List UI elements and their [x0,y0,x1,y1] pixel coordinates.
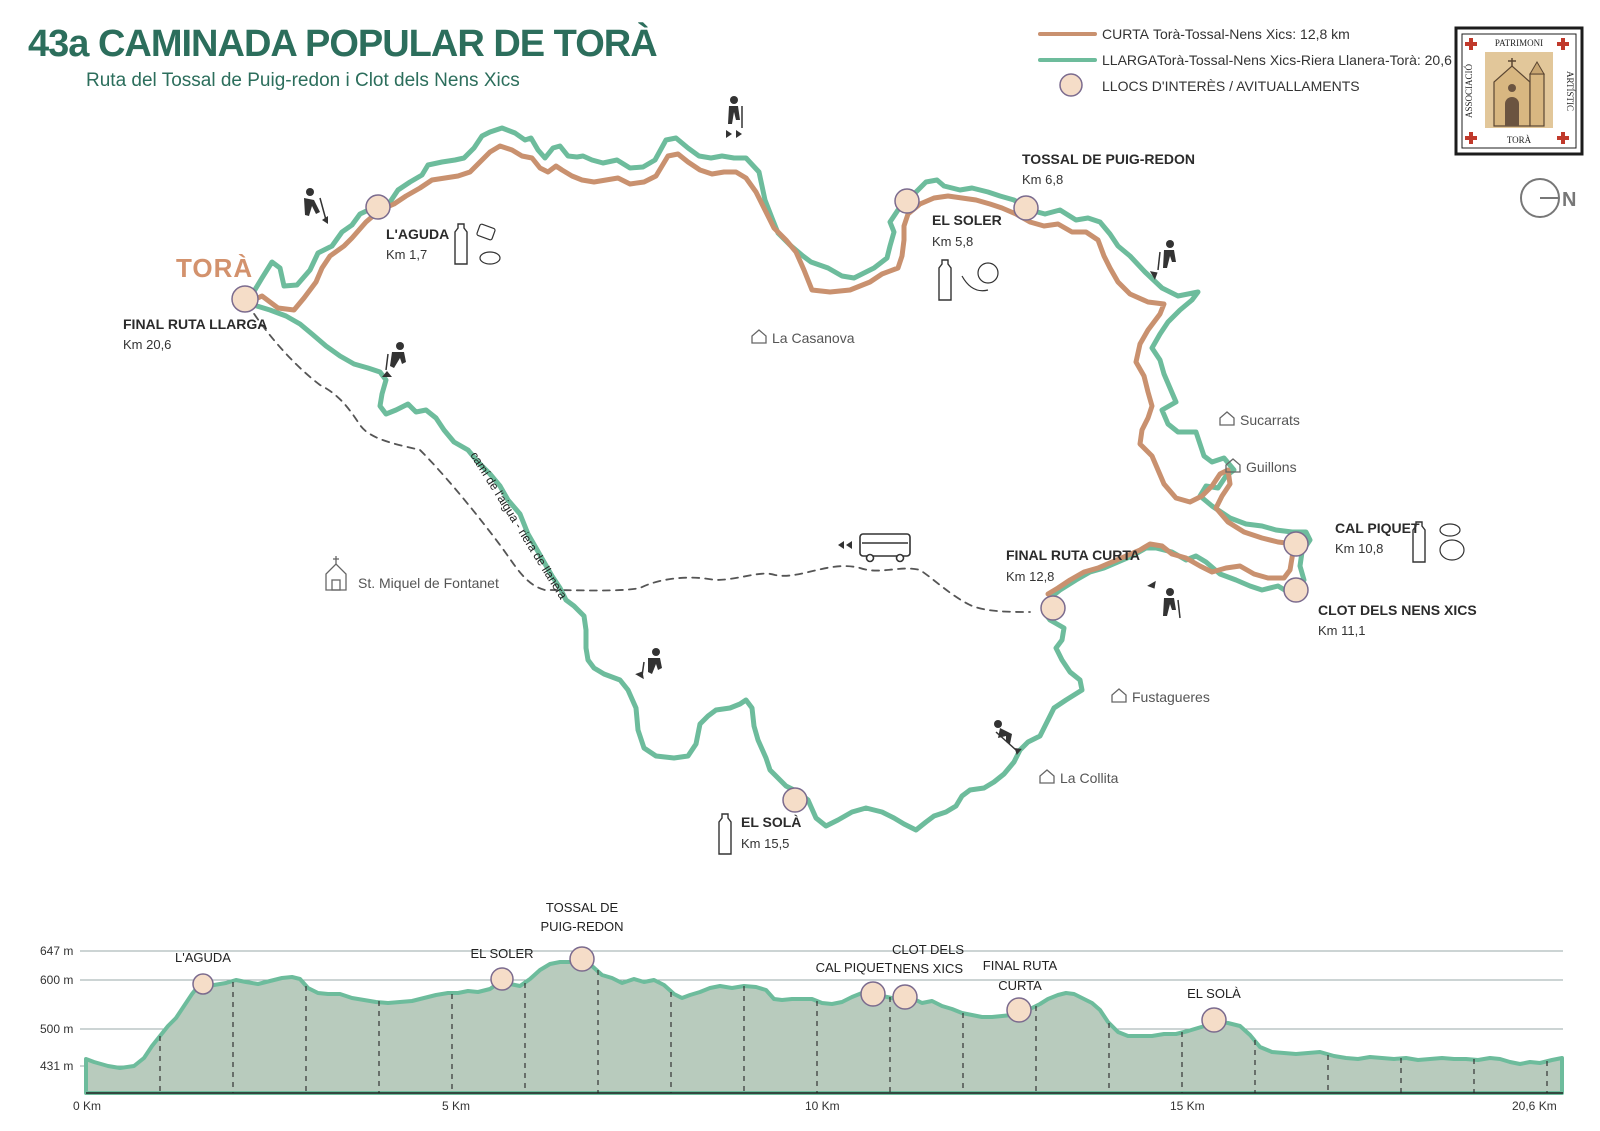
poi-final-llarga-name: FINAL RUTA LLARGA [123,316,267,332]
profile-label-calpiquet: CAL PIQUET [816,960,893,975]
association-logo: PATRIMONI TORÀ ASSOCIACIÓ ARTÍSTIC [1454,26,1584,156]
hiker-icon [635,648,662,680]
hiker-icon [1147,580,1181,619]
place-sucarrats: Sucarrats [1240,412,1300,428]
poi-marker-tossal[interactable] [1013,195,1039,221]
bus-icon [838,533,911,563]
profile-label-aguda: L'AGUDA [175,950,231,965]
poi-aguda-name: L'AGUDA [386,226,449,242]
logo-right-text: ARTÍSTIC [1565,71,1575,111]
place-casanova: La Casanova [772,330,855,346]
profile-label-tossal-2: PUIG-REDON [540,919,623,934]
profile-x-tick: 5 Km [442,1099,470,1113]
poi-aguda-km: Km 1,7 [386,247,427,262]
profile-marker-aguda[interactable] [192,973,214,995]
logo-left-text: ASSOCIACIÓ [1464,63,1474,118]
legend-curta-label: CURTA [1102,26,1150,42]
profile-markers [192,946,1227,1033]
poi-final-llarga-km: Km 20,6 [123,337,171,352]
hiker-icon [1149,240,1176,280]
chapel-icon [325,556,347,591]
poi-marker-aguda[interactable] [365,194,391,220]
poi-marker-calpiquet[interactable] [1283,531,1309,557]
hiker-icon [382,342,406,377]
profile-marker-soler[interactable] [490,967,514,991]
place-guillons: Guillons [1246,459,1297,475]
profile-km-dashes [159,970,1548,1093]
legend: CURTA Torà-Tossal-Nens Xics: 12,8 km LLA… [1038,26,1474,97]
poi-calpiquet-km: Km 10,8 [1335,541,1383,556]
profile-label-final-1: FINAL RUTA [983,958,1058,973]
logo-cross-icons [1465,38,1569,144]
profile-label-soler: EL SOLER [470,946,533,961]
logo-top-text: PATRIMONI [1495,38,1543,48]
legend-llarga-label: LLARGA [1102,52,1158,68]
poi-clot-name: CLOT DELS NENS XICS [1318,602,1477,618]
poi-tossal-name: TOSSAL DE PUIG-REDON [1022,151,1195,167]
profile-marker-calpiquet[interactable] [860,981,886,1007]
profile-x-tick: 20,6 Km [1512,1099,1557,1113]
profile-marker-sola[interactable] [1201,1007,1227,1033]
poi-sola-km: Km 15,5 [741,836,789,851]
profile-x-tick: 15 Km [1170,1099,1205,1113]
place-fustagueres: Fustagueres [1132,689,1210,705]
profile-y-tick: 500 m [40,1022,73,1036]
poi-calpiquet-name: CAL PIQUET [1335,520,1420,536]
poi-soler-name: EL SOLER [932,212,1002,228]
legend-curta-desc: Torà-Tossal-Nens Xics: 12,8 km [1153,26,1350,42]
poi-final-curta-km: Km 12,8 [1006,569,1054,584]
water-path [246,302,1031,613]
profile-y-tick: 431 m [40,1059,73,1073]
profile-label-clot-1: CLOT DELS [892,942,964,957]
hiker-icon [726,96,743,138]
north-label: N [1562,189,1576,211]
places: La Casanova Sucarrats Guillons Fustaguer… [325,329,1300,786]
profile-x-tick: 0 Km [73,1099,101,1113]
profile-marker-final-curta[interactable] [1006,997,1032,1023]
place-collita: La Collita [1060,770,1119,786]
hiker-icon [304,188,328,224]
poi-tossal-km: Km 6,8 [1022,172,1063,187]
poi-marker-clot[interactable] [1283,577,1309,603]
poi-marker-final-curta[interactable] [1040,595,1066,621]
poi-clot-km: Km 11,1 [1318,623,1365,638]
poi-sola-name: EL SOLÀ [741,814,801,830]
town-label: TORÀ [176,253,253,283]
church-icon [1485,52,1553,128]
page-subtitle: Ruta del Tossal de Puig-redon i Clot del… [86,70,520,91]
profile-x-tick: 10 Km [805,1099,840,1113]
profile-label-final-2: CURTA [998,978,1042,993]
hiker-icon [994,720,1022,755]
poi-soler-km: Km 5,8 [932,234,973,249]
poi-marker-soler[interactable] [894,188,920,214]
north-arrow: N [1520,178,1576,218]
profile-marker-tossal[interactable] [569,946,595,972]
legend-llarga-desc: Torà-Tossal-Nens Xics-Riera Llanera-Torà… [1157,52,1474,68]
profile-marker-clot[interactable] [892,984,918,1010]
page-title: 43a CAMINADA POPULAR DE TORÀ [28,21,657,65]
profile-area [84,960,1564,1095]
elevation-profile: 647 m 600 m 500 m 431 m 0 Km 5 Km 10 Km … [40,900,1564,1113]
profile-label-tossal-1: TOSSAL DE [546,900,619,915]
profile-label-clot-2: NENS XICS [893,961,963,976]
route-llarga [244,125,1313,833]
hiker-icons [304,96,1181,755]
logo-bottom-text: TORÀ [1507,135,1532,145]
profile-y-tick: 600 m [40,973,73,987]
house-icon [751,329,1241,784]
place-fontanet: St. Miquel de Fontanet [358,575,499,591]
food-icon [476,223,1465,561]
poi-markers [231,188,1309,813]
legend-poi-desc: LLOCS D'INTERÈS / AVITUALLAMENTS [1102,78,1360,94]
profile-y-tick: 647 m [40,944,73,958]
water-bottle-icon [454,223,1426,855]
poi-marker-final-llarga[interactable] [231,285,259,313]
poi-marker-sola[interactable] [782,787,808,813]
profile-label-sola: EL SOLÀ [1187,986,1241,1001]
legend-poi-swatch [1059,73,1083,97]
poi-final-curta-name: FINAL RUTA CURTA [1006,547,1140,563]
